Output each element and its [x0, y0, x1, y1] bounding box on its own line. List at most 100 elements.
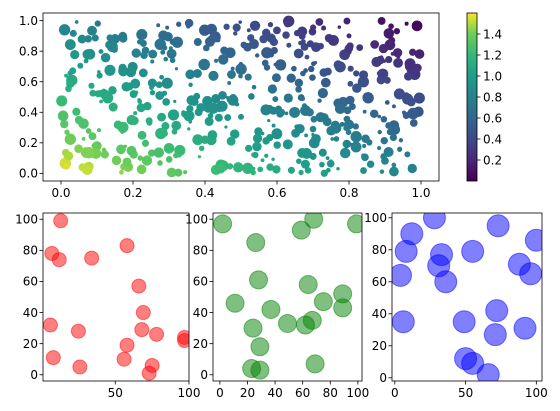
main-scatter-point — [157, 160, 163, 166]
main-scatter-point — [204, 116, 214, 126]
main-scatter-point — [160, 49, 166, 55]
main-scatter-point — [369, 109, 379, 119]
main-scatter-point — [296, 158, 302, 165]
main-scatter-point — [348, 96, 354, 103]
red-scatter-point — [119, 238, 135, 254]
main-scatter-point — [238, 113, 244, 120]
main-scatter-point — [291, 65, 297, 72]
main-scatter-point — [358, 70, 369, 80]
main-scatter-point — [383, 28, 395, 39]
main-scatter-point — [224, 125, 228, 129]
main-scatter-point — [192, 68, 202, 78]
main-scatter-point — [385, 55, 393, 64]
main-scatter-point — [81, 136, 86, 141]
green-scatter-point — [250, 337, 270, 357]
main-scatter-point — [342, 139, 352, 149]
main-scatter-point — [313, 60, 318, 65]
main-scatter-point — [64, 129, 70, 135]
colorbar-tick-label: 1.0 — [483, 69, 502, 83]
main-scatter-axes: 0.0 0.2 0.4 0.6 0.8 1.0 0.0 0.2 0.4 0.6 0.8 1.0 — [19, 12, 440, 200]
green-scatter-point — [346, 214, 362, 234]
main-scatter-point — [137, 155, 143, 161]
blue-y-tick-label: 0 — [379, 371, 387, 385]
green-y-tick-label: 60 — [193, 275, 208, 289]
blue-scatter-point — [422, 213, 446, 230]
main-scatter-point — [294, 78, 304, 88]
main-scatter-point — [122, 157, 132, 167]
main-scatter-point — [108, 86, 117, 95]
main-scatter-point — [379, 169, 385, 174]
main-scatter-point — [136, 103, 146, 113]
main-scatter-point — [404, 152, 409, 157]
main-scatter-point — [94, 20, 101, 27]
main-scatter-point — [315, 18, 324, 26]
main-scatter-point — [289, 106, 301, 118]
main-scatter-point — [174, 67, 179, 71]
main-scatter-point — [106, 34, 114, 42]
main-scatter-point — [304, 167, 312, 174]
main-scatter-point — [271, 73, 281, 83]
main-scatter-point — [317, 87, 328, 99]
main-scatter-point — [123, 144, 127, 148]
main-scatter-point — [136, 164, 147, 175]
main-scatter-point — [168, 49, 174, 55]
main-scatter-point — [251, 152, 256, 158]
main-scatter-point — [171, 128, 178, 135]
main-scatter-point — [235, 63, 247, 75]
main-scatter-point — [198, 145, 205, 152]
main-scatter-point — [75, 117, 82, 125]
main-scatter-point — [277, 108, 286, 117]
green-x-tick-label: 20 — [240, 386, 255, 400]
main-x-tick-label: 0.2 — [123, 186, 142, 200]
main-scatter-point — [230, 66, 235, 71]
main-scatter-point — [282, 31, 290, 39]
main-scatter-point — [83, 58, 89, 64]
main-scatter-point — [177, 153, 182, 158]
red-scatter-point — [70, 323, 86, 339]
green-scatter-point — [291, 220, 311, 240]
main-scatter-point — [296, 29, 303, 37]
main-scatter-point — [311, 133, 321, 144]
main-scatter-point — [218, 91, 227, 100]
green-frame — [212, 212, 363, 382]
red-x-tick-label: 50 — [108, 386, 123, 400]
main-scatter-point — [297, 94, 305, 102]
main-scatter-point — [192, 134, 204, 146]
blue-scatter-point — [392, 263, 412, 287]
main-scatter-point — [155, 81, 163, 89]
main-scatter-point — [411, 20, 423, 32]
green-x-tick-label: 40 — [267, 386, 282, 400]
main-scatter-point — [246, 28, 251, 33]
main-scatter-point — [266, 163, 274, 171]
main-scatter-point — [82, 49, 93, 60]
main-scatter-point — [304, 133, 309, 138]
main-scatter-point — [317, 98, 322, 103]
main-scatter-point — [136, 29, 148, 41]
red-scatter-point — [84, 250, 100, 266]
main-scatter-point — [225, 96, 230, 100]
main-scatter-point — [271, 128, 283, 140]
main-scatter-point — [173, 99, 177, 103]
main-scatter-point — [247, 34, 255, 41]
green-scatter-point — [243, 318, 263, 338]
main-scatter-point — [104, 64, 116, 76]
red-scatter-axes: 50 100 0 20 40 60 80 100 — [15, 213, 200, 400]
main-scatter-point — [84, 35, 92, 43]
main-scatter-point — [271, 84, 276, 89]
main-scatter-point — [380, 116, 388, 123]
main-scatter-point — [266, 33, 276, 43]
main-scatter-point — [339, 147, 351, 159]
main-scatter-point — [190, 97, 199, 106]
green-scatter-point — [305, 354, 325, 374]
main-scatter-point — [188, 119, 193, 124]
colorbar-tick-label: 1.2 — [483, 48, 502, 62]
main-scatter-point — [233, 31, 238, 36]
main-scatter-point — [380, 153, 387, 160]
main-scatter-point — [346, 33, 352, 39]
main-scatter-point — [74, 20, 79, 24]
main-scatter-point — [293, 48, 304, 59]
green-scatter-point — [333, 298, 353, 318]
main-scatter-point — [218, 54, 229, 65]
red-scatter-point — [177, 333, 189, 349]
